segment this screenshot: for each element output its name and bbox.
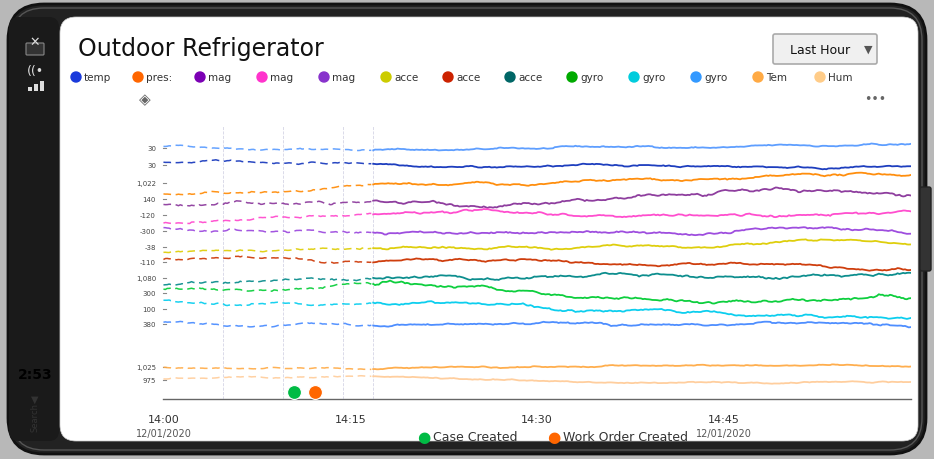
Text: ▼: ▼ <box>864 45 872 55</box>
Text: acce: acce <box>394 73 418 83</box>
Text: 380: 380 <box>143 321 156 327</box>
Text: 30: 30 <box>147 163 156 169</box>
Circle shape <box>257 73 267 83</box>
Text: -120: -120 <box>140 213 156 219</box>
Text: ●: ● <box>546 430 560 444</box>
Text: mag: mag <box>332 73 355 83</box>
Circle shape <box>629 73 639 83</box>
Text: gyro: gyro <box>704 73 728 83</box>
Text: 14:30: 14:30 <box>521 414 553 424</box>
Circle shape <box>691 73 701 83</box>
Circle shape <box>753 73 763 83</box>
Text: Outdoor Refrigerator: Outdoor Refrigerator <box>78 37 324 61</box>
Text: 1,025: 1,025 <box>136 364 156 370</box>
Text: -110: -110 <box>140 260 156 266</box>
Text: Work Order Created: Work Order Created <box>563 431 688 443</box>
Text: Case Created: Case Created <box>433 431 517 443</box>
Text: 14:15: 14:15 <box>334 414 366 424</box>
Text: pres:: pres: <box>146 73 172 83</box>
Text: acce: acce <box>518 73 543 83</box>
FancyBboxPatch shape <box>920 188 931 271</box>
Text: 2:53: 2:53 <box>18 367 52 381</box>
FancyBboxPatch shape <box>26 44 44 56</box>
Text: 1,022: 1,022 <box>136 180 156 186</box>
Text: 30: 30 <box>147 145 156 151</box>
Bar <box>34 85 38 92</box>
Text: ◈: ◈ <box>139 92 151 107</box>
Point <box>287 389 302 396</box>
Text: -300: -300 <box>140 229 156 235</box>
Text: 100: 100 <box>143 306 156 312</box>
Circle shape <box>133 73 143 83</box>
Circle shape <box>443 73 453 83</box>
Circle shape <box>815 73 825 83</box>
Text: 140: 140 <box>143 196 156 202</box>
Bar <box>28 88 32 92</box>
Text: 12/01/2020: 12/01/2020 <box>135 428 191 438</box>
Circle shape <box>567 73 577 83</box>
Text: mag: mag <box>270 73 293 83</box>
FancyBboxPatch shape <box>60 18 918 441</box>
Circle shape <box>71 73 81 83</box>
FancyBboxPatch shape <box>8 5 926 454</box>
Text: ▼: ▼ <box>31 394 38 404</box>
Point <box>308 389 323 396</box>
Text: 1,080: 1,080 <box>135 275 156 281</box>
Text: Hum: Hum <box>828 73 853 83</box>
Text: 14:00: 14:00 <box>148 414 179 424</box>
Text: Tem: Tem <box>766 73 787 83</box>
Text: -38: -38 <box>145 244 156 250</box>
Text: gyro: gyro <box>642 73 665 83</box>
Text: acce: acce <box>456 73 480 83</box>
Text: •••: ••• <box>864 93 886 106</box>
Text: 14:45: 14:45 <box>708 414 740 424</box>
Text: Last Hour: Last Hour <box>790 44 850 56</box>
Circle shape <box>381 73 391 83</box>
Text: 12/01/2020: 12/01/2020 <box>696 428 752 438</box>
Text: ●: ● <box>417 430 430 444</box>
Circle shape <box>505 73 515 83</box>
Circle shape <box>319 73 329 83</box>
Text: 975: 975 <box>143 377 156 383</box>
Text: mag: mag <box>208 73 231 83</box>
Text: ✕: ✕ <box>30 35 40 48</box>
Text: ((•: ((• <box>26 65 44 78</box>
Circle shape <box>195 73 205 83</box>
Text: temp: temp <box>84 73 111 83</box>
FancyBboxPatch shape <box>9 18 59 441</box>
Text: gyro: gyro <box>580 73 603 83</box>
Text: 300: 300 <box>143 291 156 297</box>
FancyBboxPatch shape <box>773 35 877 65</box>
Text: Search: Search <box>31 403 39 431</box>
Bar <box>40 82 44 92</box>
